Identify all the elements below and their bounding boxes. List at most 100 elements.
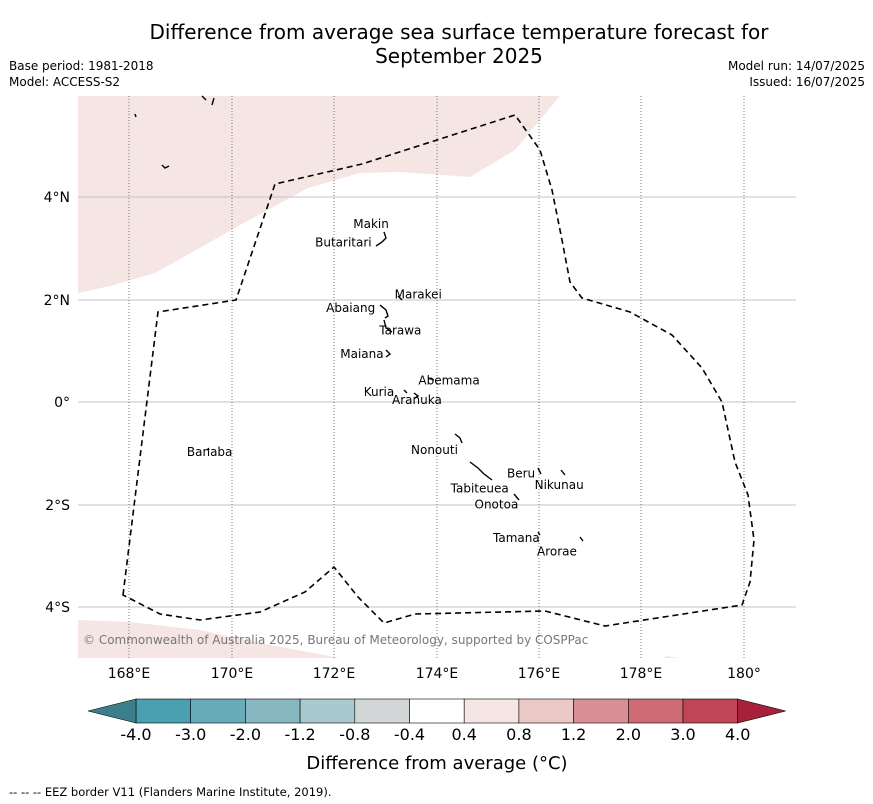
nonouti-coastline — [454, 433, 463, 444]
beru-coastline — [537, 467, 542, 475]
aranuka-coastline — [413, 392, 420, 399]
lon-tick-labels: 168°E 170°E 172°E 174°E 176°E 178°E 180° — [108, 666, 761, 682]
colorbar-tick-7: 0.8 — [506, 725, 531, 744]
lon-tick-170e: 170°E — [211, 666, 254, 682]
island-label-tarawa: Tarawa — [378, 323, 421, 337]
colorbar-tick-5: -0.4 — [394, 725, 425, 744]
warm-anomaly-region-south — [78, 620, 340, 658]
lon-tick-174e: 174°E — [416, 666, 459, 682]
island-label-banaba: Banaba — [187, 445, 233, 459]
sst-anomaly-shading — [78, 96, 678, 658]
arorae-coastline — [579, 536, 584, 542]
meta-left: Base period: 1981-2018 Model: ACCESS-S2 — [9, 58, 154, 90]
colorbar-tick-3: -1.2 — [284, 725, 315, 744]
lat-tick-2n: 2°N — [44, 293, 70, 309]
colorbar-segment-7 — [518, 698, 574, 724]
colorbar-tick-4: -0.8 — [339, 725, 370, 744]
lon-tick-176e: 176°E — [518, 666, 561, 682]
colorbar-segment-9 — [627, 698, 684, 724]
copyright-notice: © Commonwealth of Australia 2025, Bureau… — [83, 633, 588, 647]
island-label-nikunau: Nikunau — [535, 478, 584, 492]
warm-anomaly-region-north — [78, 96, 560, 293]
colorbar-tick-9: 2.0 — [616, 725, 641, 744]
colorbar-tick-10: 3.0 — [670, 725, 695, 744]
model-name: Model: ACCESS-S2 — [9, 75, 121, 89]
base-period: Base period: 1981-2018 — [9, 59, 154, 73]
island-label-tabiteuea: Tabiteuea — [450, 482, 509, 496]
colorbar-label: Difference from average (°C) — [306, 753, 567, 774]
marshall-atoll-1 — [134, 113, 137, 118]
lon-tick-180: 180° — [727, 666, 761, 682]
colorbar-segment-4 — [354, 698, 410, 724]
issued-date: Issued: 16/07/2025 — [749, 75, 865, 89]
model-run: Model run: 14/07/2025 — [727, 59, 865, 73]
onotoa-coastline — [513, 493, 520, 501]
map-title: Difference from average sea surface temp… — [78, 20, 840, 68]
colorbar — [87, 698, 786, 724]
abemama-coastline — [427, 377, 435, 381]
lon-tick-178e: 178°E — [620, 666, 663, 682]
lon-tick-168e: 168°E — [108, 666, 151, 682]
island-label-abaiang: Abaiang — [326, 301, 375, 315]
colorbar-segment-2 — [245, 698, 301, 724]
colorbar-segment-5 — [409, 698, 465, 724]
colorbar-segment-10 — [682, 698, 739, 724]
eez-legend-note: -- -- -- EEZ border V11 (Flanders Marine… — [9, 785, 332, 799]
lon-tick-172e: 172°E — [313, 666, 356, 682]
colorbar-segment-1 — [190, 698, 246, 724]
colorbar-tick-labels: -4.0 -3.0 -2.0 -1.2 -0.8 -0.4 0.4 0.8 1.2 2.0 3.0 4… — [120, 725, 750, 744]
warm-anomaly-speck — [662, 656, 678, 658]
kuria-coastline — [403, 389, 408, 394]
island-label-marakei: Marakei — [395, 288, 442, 302]
tabiteuea-coastline — [469, 461, 493, 481]
island-label-tamana: Tamana — [492, 531, 540, 545]
abaiang-coastline — [379, 304, 389, 319]
marshall-atoll-4 — [211, 97, 215, 106]
island-label-abemama: Abemama — [418, 374, 479, 388]
colorbar-segment-8 — [573, 698, 629, 724]
butaritari-coastline — [375, 241, 383, 247]
lat-tick-0: 0° — [54, 395, 70, 411]
island-label-makin: Makin — [353, 217, 389, 231]
island-label-butaritari: Butaritari — [315, 235, 372, 249]
island-label-maiana: Maiana — [340, 347, 383, 361]
island-label-aranuka: Aranuka — [392, 393, 442, 407]
colorbar-segment-0 — [135, 698, 192, 724]
lat-tick-4n: 4°N — [44, 190, 70, 206]
island-label-nonouti: Nonouti — [411, 443, 458, 457]
marshall-atoll-3 — [201, 95, 207, 101]
lat-tick-4s: 4°S — [45, 600, 70, 616]
island-label-beru: Beru — [507, 467, 535, 481]
island-label-onotoa: Onotoa — [475, 497, 519, 511]
meridians — [128, 96, 745, 658]
colorbar-tick-11: 4.0 — [725, 725, 750, 744]
maiana-coastline — [385, 349, 392, 358]
island-label-kuria: Kuria — [364, 385, 395, 399]
colorbar-tick-1: -3.0 — [175, 725, 206, 744]
island-label-arorae: Arorae — [537, 544, 577, 558]
eez-border — [122, 114, 755, 627]
island-coastlines — [134, 95, 584, 542]
colorbar-under-arrow — [87, 698, 137, 724]
nikunau-coastline — [560, 469, 566, 476]
colorbar-tick-6: 0.4 — [451, 725, 476, 744]
title-line-1: Difference from average sea surface temp… — [149, 20, 769, 44]
meta-right: Model run: 14/07/2025 Issued: 16/07/2025 — [728, 58, 865, 90]
colorbar-segment-6 — [463, 698, 520, 724]
colorbar-tick-8: 1.2 — [561, 725, 586, 744]
colorbar-tick-2: -2.0 — [230, 725, 261, 744]
marshall-atoll-2 — [161, 164, 170, 169]
colorbar-over-arrow — [737, 698, 786, 724]
banaba-coastline — [207, 447, 210, 451]
colorbar-tick-0: -4.0 — [120, 725, 151, 744]
tarawa-coastline — [383, 319, 393, 333]
colorbar-segment-3 — [299, 698, 356, 724]
lat-tick-labels: 4°N 2°N 0° 2°S 4°S — [44, 190, 71, 616]
tamana-coastline — [537, 531, 541, 536]
title-line-2: September 2025 — [375, 44, 543, 68]
marakei-coastline — [397, 295, 403, 301]
makin-coastline — [381, 231, 387, 243]
lat-tick-2s: 2°S — [45, 498, 70, 514]
